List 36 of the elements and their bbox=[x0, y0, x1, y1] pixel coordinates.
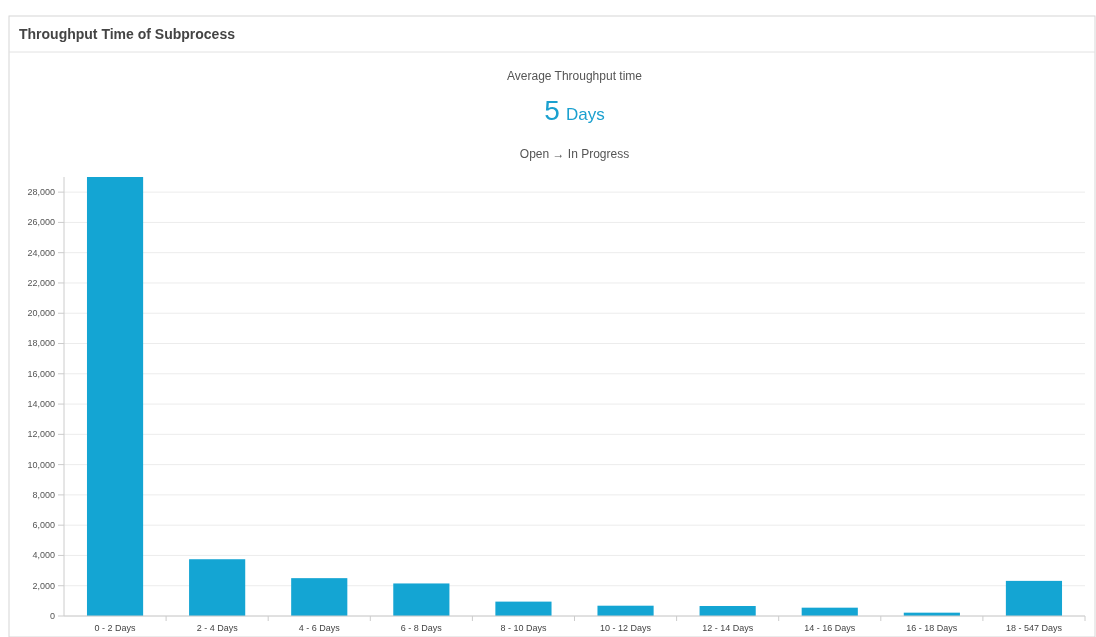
x-tick-label: 12 - 14 Days bbox=[702, 623, 754, 633]
bar bbox=[699, 606, 756, 616]
y-tick-label: 18,000 bbox=[27, 338, 55, 349]
x-tick-label: 14 - 16 Days bbox=[804, 623, 856, 633]
y-tick-label: 20,000 bbox=[27, 308, 55, 319]
y-tick-label: 2,000 bbox=[32, 580, 55, 591]
x-tick-label: 8 - 10 Days bbox=[500, 623, 547, 633]
bar bbox=[393, 583, 450, 616]
y-tick-label: 28,000 bbox=[27, 187, 55, 198]
y-tick-label: 24,000 bbox=[27, 247, 55, 258]
bar bbox=[1005, 580, 1063, 616]
chart-subtitle: Average Throughput time bbox=[507, 69, 643, 83]
y-tick-label: 4,000 bbox=[32, 550, 55, 561]
y-tick-label: 8,000 bbox=[32, 489, 55, 500]
y-tick-label: 0 bbox=[49, 610, 55, 621]
bar bbox=[495, 601, 552, 616]
y-tick-label: 26,000 bbox=[27, 217, 55, 228]
x-tick-label: 4 - 6 Days bbox=[298, 623, 341, 633]
y-tick-label: 10,000 bbox=[27, 459, 55, 470]
x-tick-label: 18 - 547 Days bbox=[1005, 623, 1063, 633]
x-tick-label: 16 - 18 Days bbox=[906, 623, 958, 633]
x-tick-label: 2 - 4 Days bbox=[196, 623, 239, 633]
x-tick-label: 6 - 8 Days bbox=[400, 623, 443, 633]
chart-title: Throughput Time of Subprocess bbox=[19, 26, 236, 42]
x-tick-label: 10 - 12 Days bbox=[600, 623, 652, 633]
bar bbox=[86, 177, 144, 616]
x-tick-label: 0 - 2 Days bbox=[94, 623, 137, 633]
text: Open → In Progress bbox=[519, 147, 630, 161]
y-tick-label: 12,000 bbox=[27, 429, 55, 440]
y-tick-label: 22,000 bbox=[27, 277, 55, 288]
bar bbox=[189, 559, 246, 616]
text: 5 Days bbox=[544, 95, 605, 126]
bar bbox=[291, 578, 348, 616]
y-tick-label: 14,000 bbox=[27, 398, 55, 409]
y-tick-label: 6,000 bbox=[32, 520, 55, 531]
y-tick-label: 16,000 bbox=[27, 368, 55, 379]
